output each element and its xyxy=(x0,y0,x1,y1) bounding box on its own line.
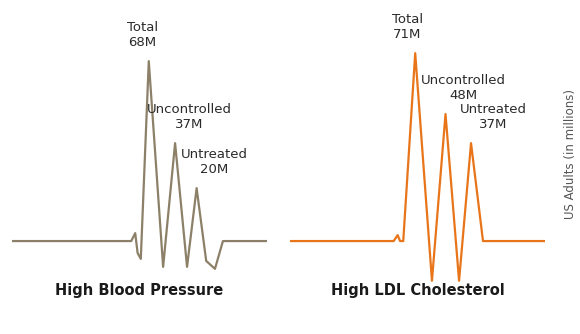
Text: Uncontrolled
48M: Uncontrolled 48M xyxy=(420,74,506,102)
Text: Untreated
37M: Untreated 37M xyxy=(460,103,527,131)
Text: US Adults (in millions): US Adults (in millions) xyxy=(564,89,577,219)
Text: Uncontrolled
37M: Uncontrolled 37M xyxy=(147,103,232,131)
Text: High LDL Cholesterol: High LDL Cholesterol xyxy=(331,283,505,298)
Text: Total
68M: Total 68M xyxy=(127,21,158,49)
Text: High Blood Pressure: High Blood Pressure xyxy=(55,283,223,298)
Text: Untreated
20M: Untreated 20M xyxy=(180,148,248,176)
Text: Total
71M: Total 71M xyxy=(392,13,423,41)
